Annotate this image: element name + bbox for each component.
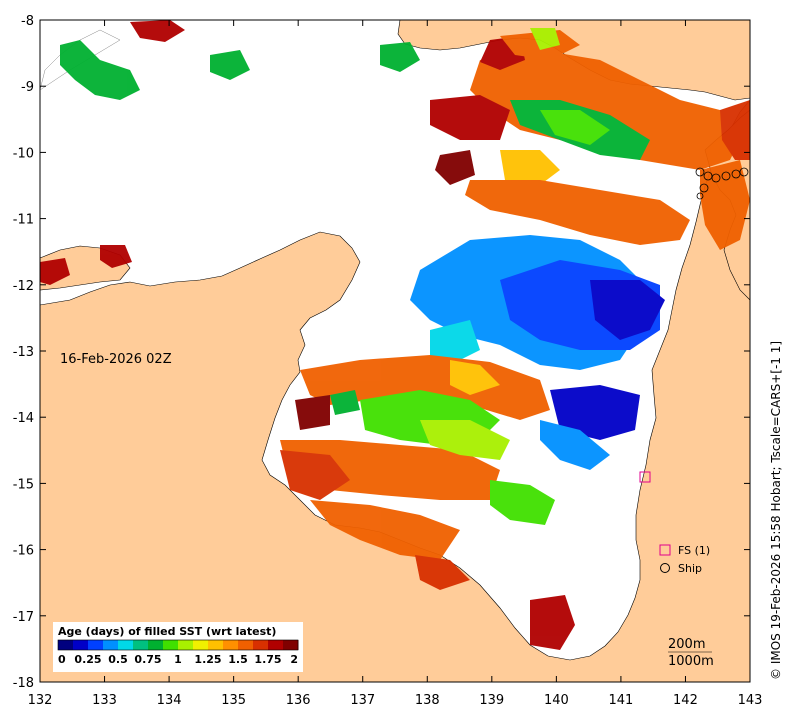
colorbar-swatch: [268, 640, 284, 650]
y-tick-label: -15: [13, 477, 34, 492]
depth-label-1000m: 1000m: [668, 654, 714, 669]
colorbar-swatch: [73, 640, 89, 650]
colorbar-swatch: [58, 640, 74, 650]
colorbar-swatch: [163, 640, 179, 650]
x-tick-label: 136: [286, 693, 311, 708]
y-tick-label: -11: [13, 213, 34, 228]
colorbar-swatch: [253, 640, 269, 650]
x-tick-label: 135: [221, 693, 246, 708]
x-tick-label: 142: [673, 693, 698, 708]
x-tick-label: 141: [608, 693, 633, 708]
sst-patches: [40, 20, 750, 650]
colorbar-swatch: [178, 640, 194, 650]
x-axis: 132 133 134 135 136 137 138 139 140 141 142 143: [28, 20, 763, 708]
colorbar-swatch: [88, 640, 104, 650]
date-label: 16-Feb-2026 02Z: [60, 352, 172, 367]
y-tick-label: -18: [13, 676, 34, 691]
x-tick-label: 139: [479, 693, 504, 708]
colorbar-swatch: [133, 640, 149, 650]
y-axis: -8 -9 -10 -11 -12 -13 -14 -15 -16 -17 -18: [13, 14, 750, 691]
x-tick-label: 132: [28, 693, 53, 708]
x-tick-label: 138: [415, 693, 440, 708]
y-tick-label: -16: [13, 544, 34, 559]
x-tick-label: 134: [157, 693, 182, 708]
y-tick-label: -10: [13, 146, 34, 161]
depth-label-200m: 200m: [668, 637, 705, 652]
colorbar-swatch: [238, 640, 254, 650]
credit-text: © IMOS 19-Feb-2026 15:58 Hobart; Tscale=…: [769, 341, 783, 680]
y-tick-label: -14: [13, 411, 34, 426]
colorbar-tick-label: 0.25: [74, 653, 101, 666]
ship-legend-icon: [660, 563, 670, 573]
colorbar-tick-label: 0.5: [108, 653, 128, 666]
marker-legend: FS (1) Ship: [659, 544, 710, 575]
colorbar-swatch: [193, 640, 209, 650]
plot-area: [39, 19, 751, 683]
ship-track: [695, 167, 749, 200]
colorbar-tick-label: 1.75: [254, 653, 281, 666]
y-tick-label: -12: [13, 279, 34, 294]
ship-legend-label: Ship: [678, 562, 702, 575]
x-tick-label: 137: [350, 693, 375, 708]
x-tick-label: 133: [92, 693, 117, 708]
colorbar-tick-label: 0: [58, 653, 66, 666]
y-tick-label: -8: [21, 14, 34, 29]
colorbar-outline: [57, 639, 299, 651]
y-tick-label: -13: [13, 345, 34, 360]
colorbar-swatch: [103, 640, 119, 650]
colorbar-tick-label: 1.25: [194, 653, 221, 666]
colorbar-tick-label: 2: [290, 653, 298, 666]
fs-legend-label: FS (1): [678, 544, 710, 557]
colorbar-swatch: [283, 640, 299, 650]
x-tick-label: 143: [738, 693, 763, 708]
colorbar-ticks: 0 0.25 0.5 0.75 1 1.25 1.5 1.75 2: [58, 653, 298, 666]
y-tick-label: -17: [13, 610, 34, 625]
colorbar-tick-label: 1.5: [228, 653, 248, 666]
fs-marker: [639, 471, 651, 483]
colorbar-tick-label: 0.75: [134, 653, 161, 666]
colorbar-swatch: [148, 640, 164, 650]
colorbar-title: Age (days) of filled SST (wrt latest): [58, 625, 276, 638]
colorbar-swatch: [208, 640, 224, 650]
colorbar-swatches: [57, 639, 299, 651]
x-tick-label: 140: [544, 693, 569, 708]
colorbar-swatch: [223, 640, 239, 650]
colorbar-swatch: [118, 640, 134, 650]
colorbar-tick-label: 1: [174, 653, 182, 666]
y-tick-label: -9: [21, 80, 34, 95]
fs-legend-icon: [659, 544, 671, 556]
